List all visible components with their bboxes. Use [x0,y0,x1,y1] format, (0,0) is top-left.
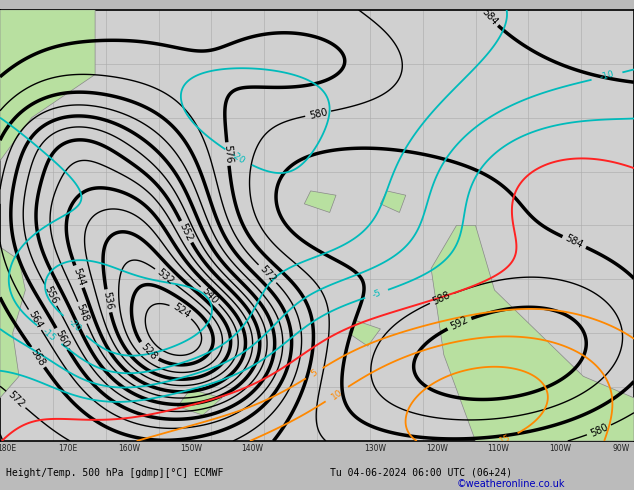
Text: 552: 552 [178,221,195,243]
Text: 544: 544 [71,266,87,287]
Text: Tu 04-06-2024 06:00 UTC (06+24): Tu 04-06-2024 06:00 UTC (06+24) [330,468,512,478]
Text: 10: 10 [330,387,344,401]
Text: 564: 564 [26,309,44,330]
Polygon shape [178,389,222,415]
Text: -20: -20 [230,150,247,165]
Text: 120W: 120W [426,444,448,453]
Text: Height/Temp. 500 hPa [gdmp][°C] ECMWF: Height/Temp. 500 hPa [gdmp][°C] ECMWF [6,468,224,478]
Text: -15: -15 [41,326,58,343]
Text: 180E: 180E [0,444,16,453]
Text: -5: -5 [371,288,382,300]
Text: 130W: 130W [365,444,386,453]
Text: 150W: 150W [180,444,202,453]
Text: 584: 584 [479,7,499,27]
Text: 580: 580 [308,107,328,121]
Text: 540: 540 [200,285,220,306]
Text: 524: 524 [171,302,191,320]
Text: 5: 5 [309,368,320,379]
Text: 580: 580 [588,422,609,439]
Polygon shape [349,320,380,346]
Text: 536: 536 [101,291,115,311]
Text: 572: 572 [6,390,26,410]
Polygon shape [304,191,336,213]
Polygon shape [380,191,406,213]
Text: 140W: 140W [242,444,263,453]
Polygon shape [0,247,25,398]
Polygon shape [431,225,634,441]
Text: -10: -10 [598,70,615,82]
Text: 576: 576 [222,145,234,164]
Text: 15: 15 [498,432,512,445]
Text: 572: 572 [257,263,278,284]
Text: 588: 588 [431,290,452,307]
Text: 160W: 160W [119,444,140,453]
Text: 560: 560 [53,328,70,349]
Text: 110W: 110W [488,444,509,453]
Text: ©weatheronline.co.uk: ©weatheronline.co.uk [456,479,565,489]
Polygon shape [0,10,95,204]
Text: 170E: 170E [58,444,77,453]
Text: 568: 568 [29,347,47,368]
Text: 90W: 90W [612,444,630,453]
Text: 592: 592 [449,315,470,332]
Text: 548: 548 [74,302,90,323]
Text: 584: 584 [564,233,585,251]
Text: 100W: 100W [549,444,571,453]
Text: 528: 528 [138,342,158,362]
Text: -20: -20 [67,318,83,334]
Text: 556: 556 [42,285,60,306]
Text: 532: 532 [155,267,176,286]
